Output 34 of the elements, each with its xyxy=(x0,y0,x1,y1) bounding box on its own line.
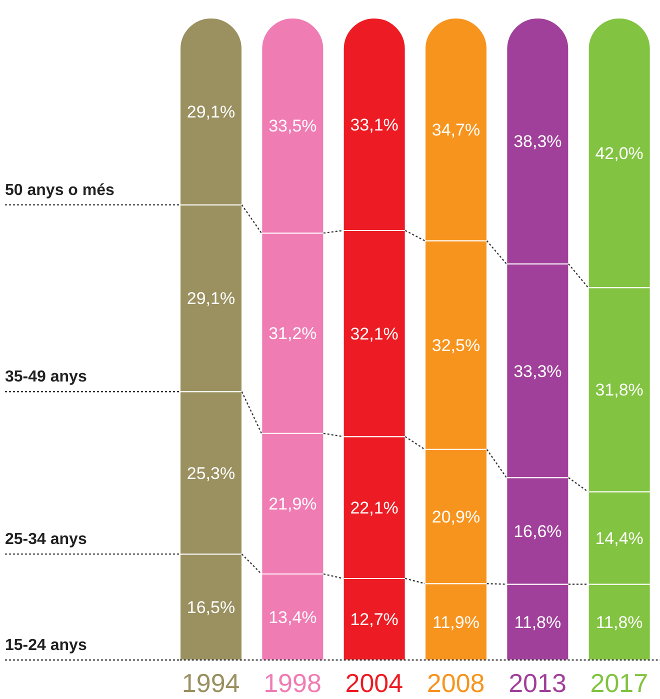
text: 50 anys o més xyxy=(5,182,114,199)
data-label: 20,9% xyxy=(432,508,480,527)
data-label: 11,8% xyxy=(596,613,643,632)
data-label: 33,5% xyxy=(268,116,317,136)
x-tick-label: 2013 xyxy=(508,668,566,698)
data-label: 13,4% xyxy=(268,608,317,627)
data-label: 11,9% xyxy=(432,612,480,632)
data-label: 33,1% xyxy=(350,115,398,134)
text: 15-24 anys xyxy=(5,637,87,654)
text: 35-49 anys xyxy=(5,368,87,386)
data-label: 14,4% xyxy=(595,529,644,548)
data-label: 11,8% xyxy=(514,613,562,632)
data-label: 21,9% xyxy=(268,494,317,514)
data-label: 38,3% xyxy=(514,132,562,151)
text: 25-34 anys xyxy=(5,531,87,548)
data-label: 16,6% xyxy=(514,522,562,541)
data-label: 29,1% xyxy=(186,102,236,122)
x-tick-label: 1998 xyxy=(264,668,322,698)
data-label: 33,3% xyxy=(514,362,562,381)
data-label: 32,1% xyxy=(350,324,398,344)
data-label: 29,1% xyxy=(186,289,236,308)
data-label: 42,0% xyxy=(595,144,644,163)
x-tick-label: 1994 xyxy=(182,668,240,698)
x-tick-label: 2017 xyxy=(590,668,648,698)
data-label: 34,7% xyxy=(432,120,480,140)
data-label: 16,5% xyxy=(186,598,236,618)
x-tick-label: 2008 xyxy=(426,668,485,698)
data-label: 31,2% xyxy=(268,324,317,344)
data-label: 12,7% xyxy=(350,610,398,630)
x-tick-label: 2004 xyxy=(345,668,404,698)
data-label: 32,5% xyxy=(432,336,480,356)
data-label: 22,1% xyxy=(350,498,398,518)
data-label: 25,3% xyxy=(186,464,236,483)
data-label: 31,8% xyxy=(595,380,644,400)
